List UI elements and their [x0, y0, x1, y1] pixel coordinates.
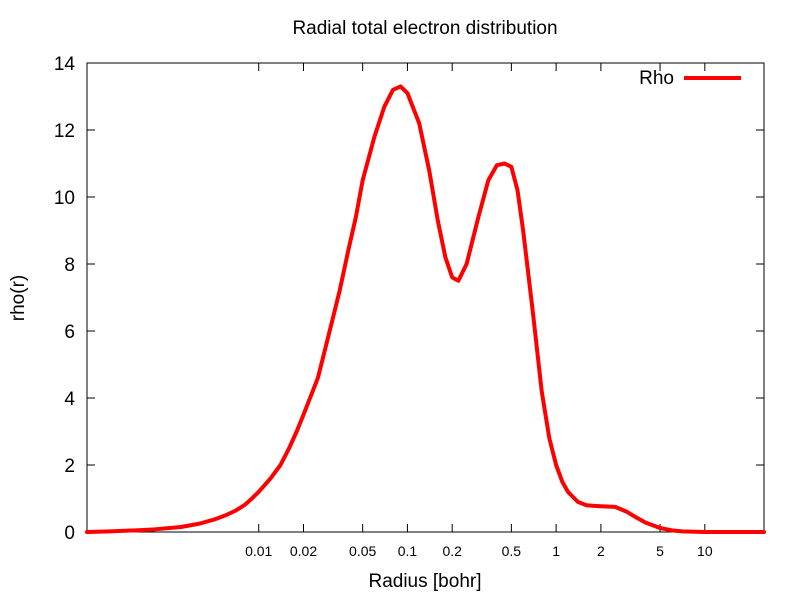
- y-axis-label: rho(r): [8, 275, 29, 321]
- y-axis: 0 2 4 6 8 10 12 14: [54, 54, 764, 544]
- x-tick-label: 0.05: [349, 543, 376, 559]
- y-tick-label: 8: [64, 255, 75, 276]
- x-axis: 0.01 0.02 0.05 0.1 0.2 0.5 1 2 5 10: [245, 63, 713, 559]
- x-tick-label: 0.2: [442, 543, 462, 559]
- x-tick-label: 10: [697, 543, 713, 559]
- series-line-rho: [85, 84, 766, 534]
- y-tick-label: 6: [64, 322, 75, 343]
- x-tick-label: 0.5: [502, 543, 522, 559]
- chart-title: Radial total electron distribution: [292, 18, 557, 39]
- y-tick-label: 4: [64, 389, 75, 410]
- x-tick-label: 5: [656, 543, 664, 559]
- plot-frame: [86, 62, 765, 533]
- series-layer: [85, 84, 766, 534]
- x-tick-label: 0.02: [290, 543, 317, 559]
- y-tick-label: 12: [54, 121, 75, 142]
- x-tick-label: 2: [597, 543, 605, 559]
- legend-label: Rho: [639, 68, 674, 89]
- x-tick-label: 1: [552, 543, 560, 559]
- x-tick-label: 0.1: [398, 543, 418, 559]
- x-axis-label: Radius [bohr]: [368, 571, 481, 592]
- y-tick-label: 0: [64, 523, 75, 544]
- legend: Rho: [639, 68, 741, 89]
- x-tick-label: 0.01: [245, 543, 272, 559]
- y-tick-label: 10: [54, 188, 75, 209]
- y-tick-label: 2: [64, 456, 75, 477]
- y-tick-label: 14: [54, 54, 76, 75]
